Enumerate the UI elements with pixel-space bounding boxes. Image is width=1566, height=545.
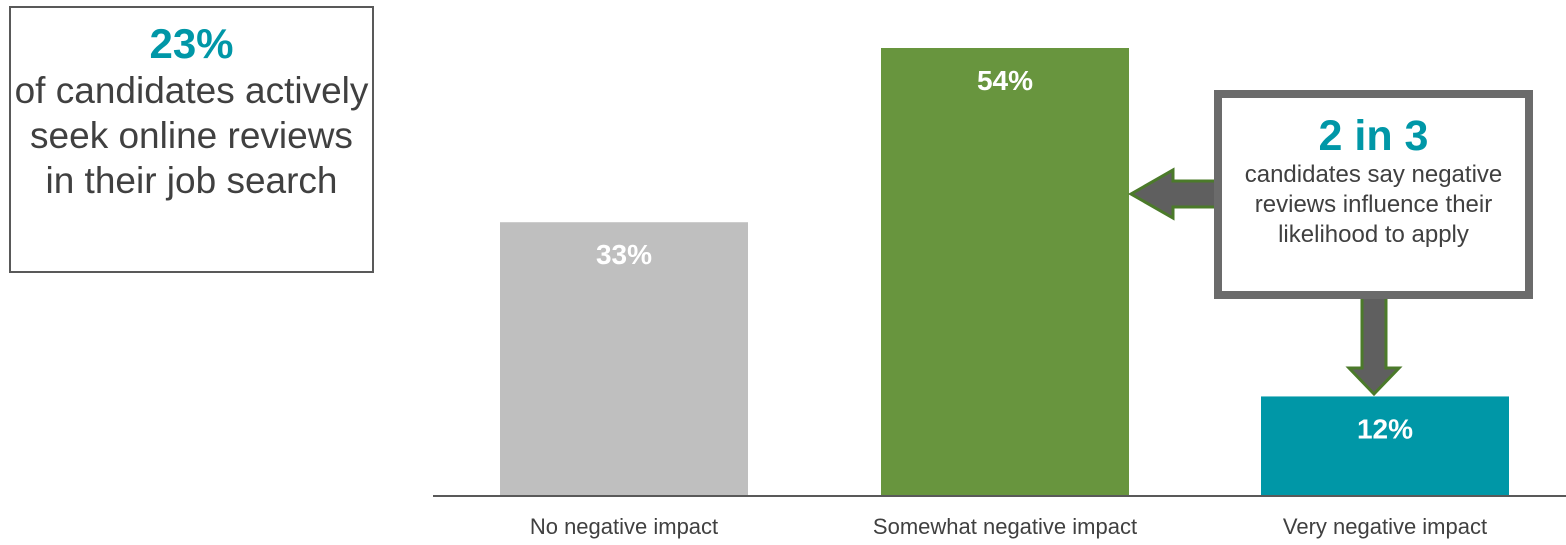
- bar-value-label: 12%: [1357, 413, 1413, 444]
- arrow-down-icon: [1345, 295, 1403, 397]
- stat-text: of candidates actively seek online revie…: [14, 70, 369, 201]
- bar-value-label: 54%: [977, 65, 1033, 96]
- category-label: Somewhat negative impact: [873, 514, 1137, 539]
- stat-value: 23%: [149, 20, 234, 67]
- bar-3: [1261, 396, 1509, 496]
- labels-group: 33% No negative impact 54% Somewhat negativ…: [530, 65, 1487, 539]
- bar-1: [500, 222, 748, 496]
- arrow-left-icon: [1127, 167, 1220, 221]
- category-label: Very negative impact: [1283, 514, 1487, 539]
- bar-value-label: 33%: [596, 239, 652, 270]
- callout-box: 2 in 3 candidates say negative reviews i…: [1214, 90, 1533, 299]
- category-label: No negative impact: [530, 514, 718, 539]
- bars-group: [500, 48, 1509, 496]
- callout-value: 2 in 3: [1318, 112, 1429, 160]
- bar-2: [881, 48, 1129, 496]
- stat-box: 23% of candidates actively seek online r…: [9, 6, 374, 273]
- callout-text: candidates say negative reviews influenc…: [1244, 161, 1503, 248]
